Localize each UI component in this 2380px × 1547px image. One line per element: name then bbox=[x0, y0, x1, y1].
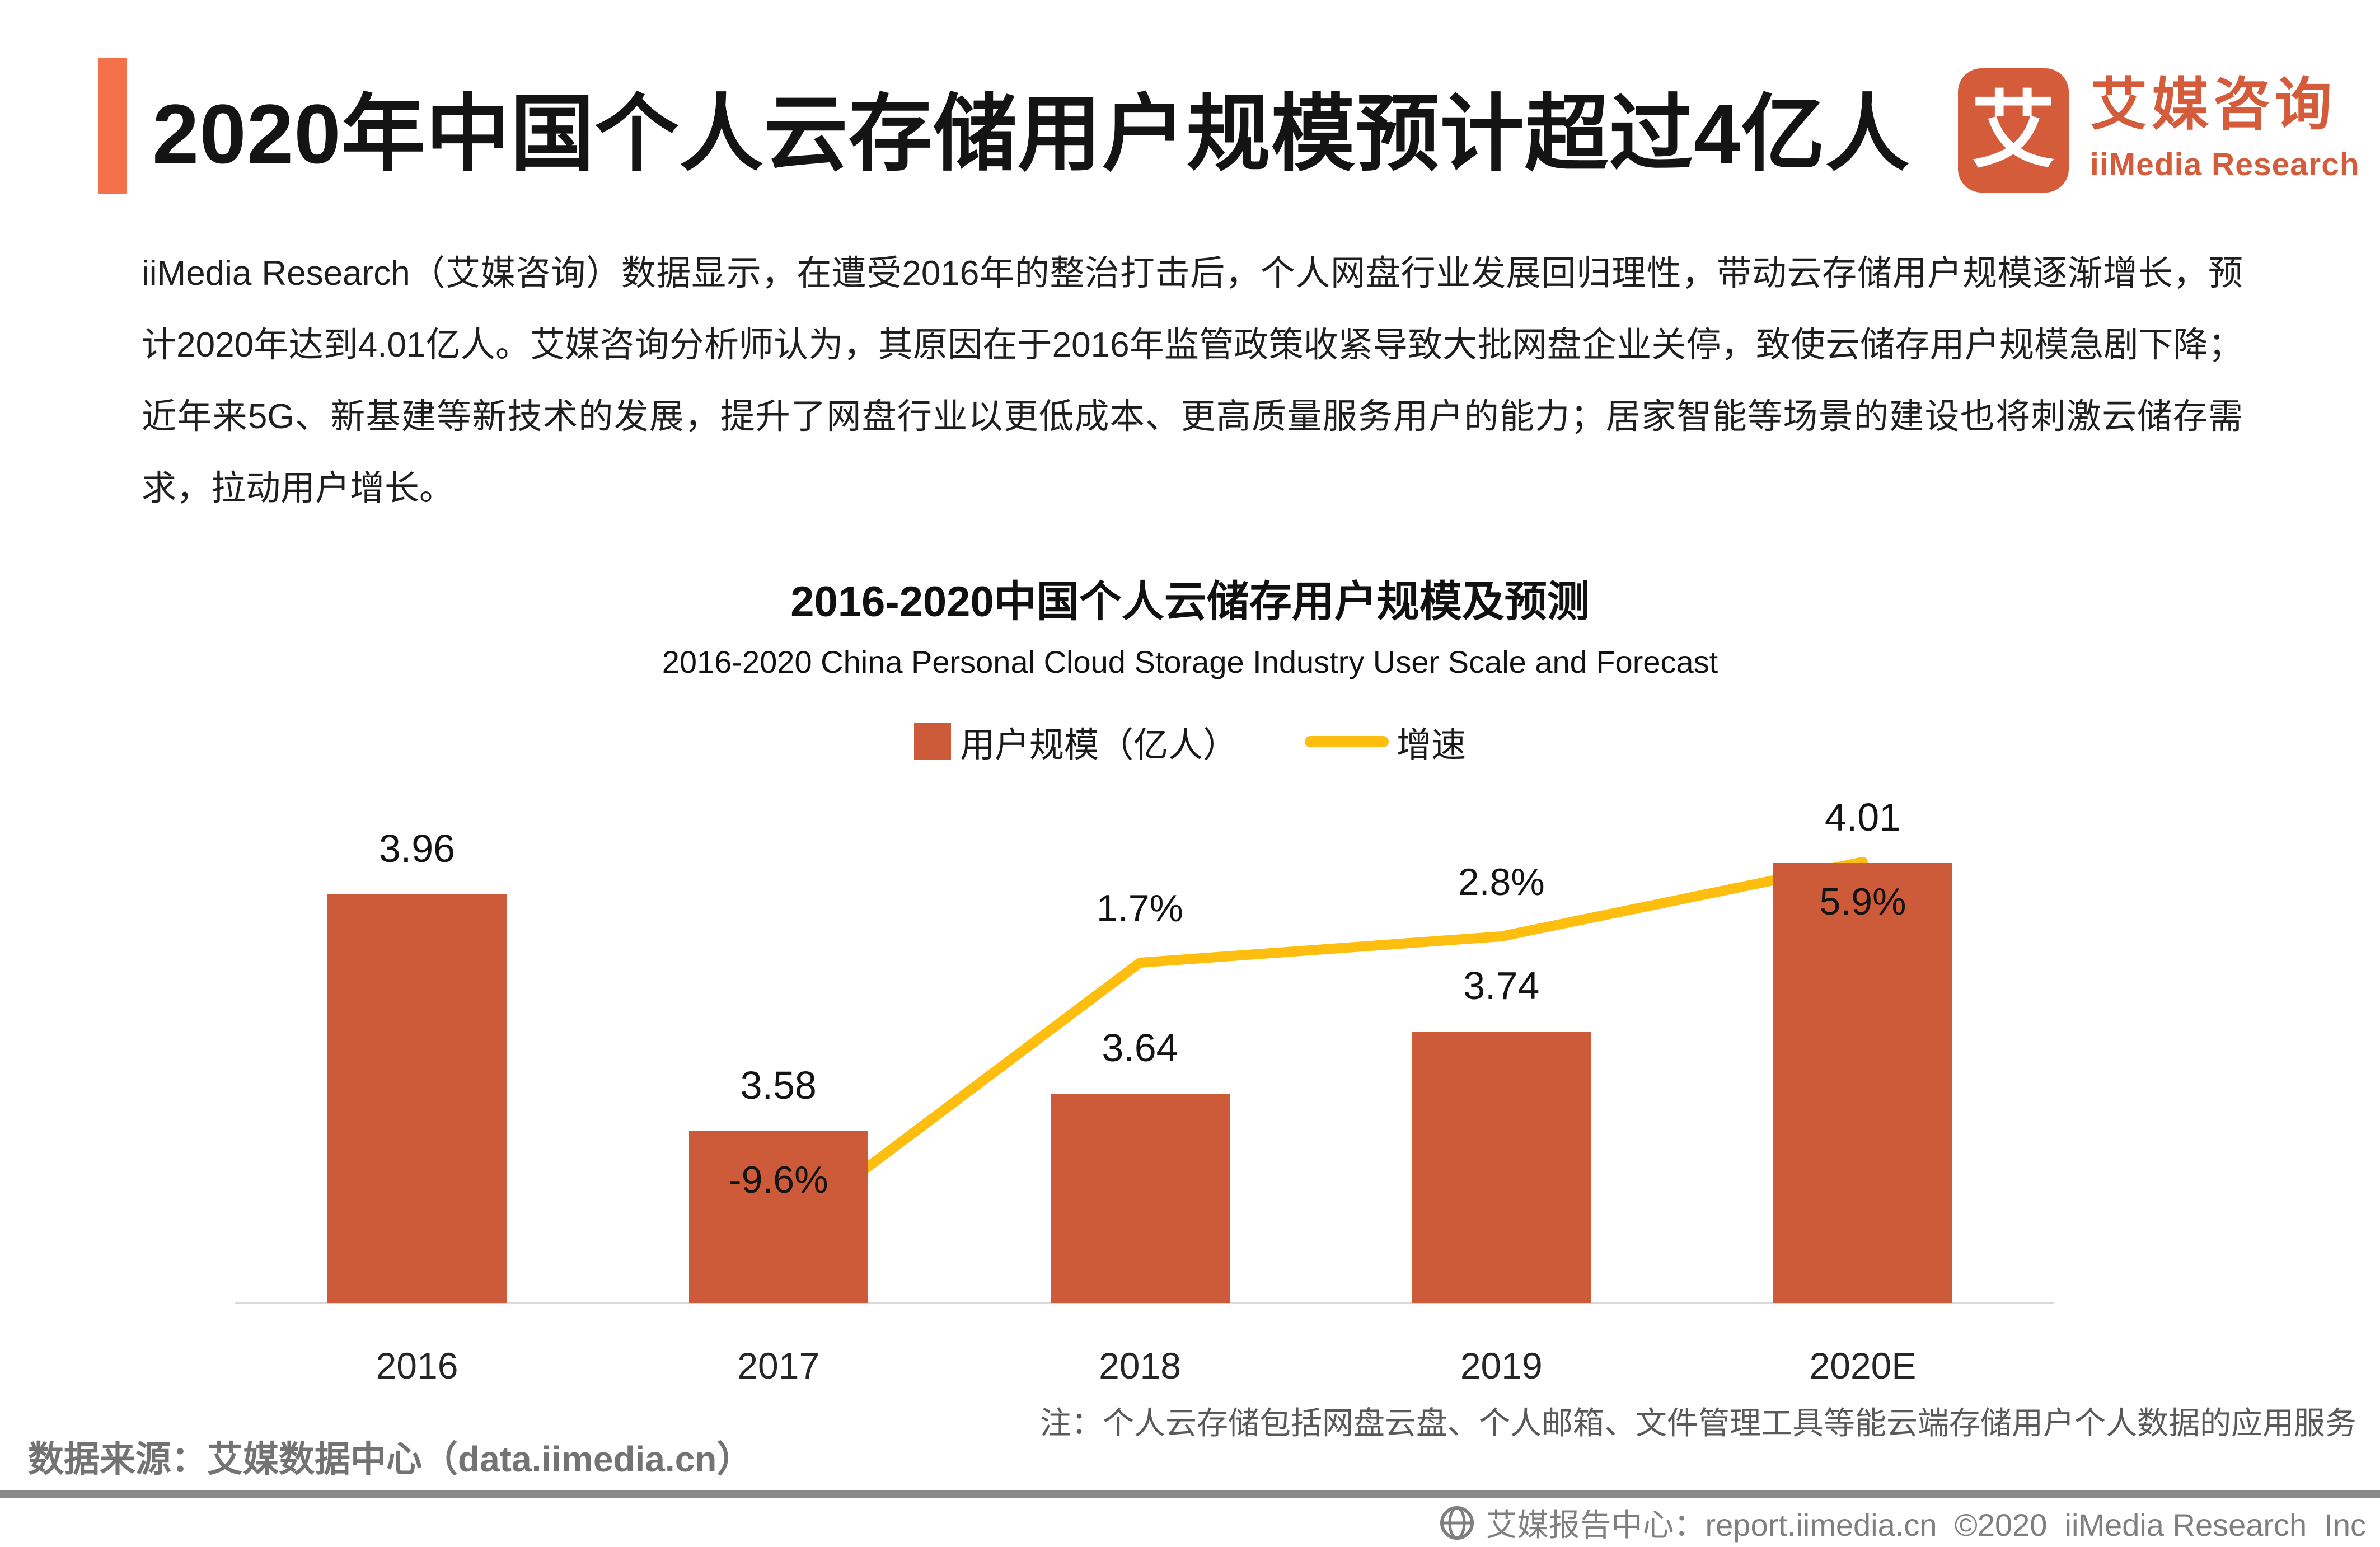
x-axis-label: 2016 bbox=[376, 1345, 458, 1386]
bar-2019 bbox=[1412, 1032, 1591, 1303]
legend-bar-swatch bbox=[913, 723, 951, 760]
iimedia-logo: 艾 艾媒咨询 iiMedia Research bbox=[1958, 68, 2360, 193]
growth-label: 2.8% bbox=[1458, 861, 1545, 903]
title-accent-bar bbox=[98, 58, 127, 194]
growth-label: 1.7% bbox=[1097, 887, 1183, 930]
chart-subtitle: 2016-2020 China Personal Cloud Storage I… bbox=[662, 644, 1718, 679]
bar-2016 bbox=[327, 894, 507, 1303]
bar-2018 bbox=[1050, 1094, 1230, 1303]
x-axis-label: 2020E bbox=[1809, 1345, 1917, 1386]
bar-value-label: 3.58 bbox=[740, 1063, 817, 1107]
growth-label: 5.9% bbox=[1819, 880, 1906, 923]
chart-title: 2016-2020中国个人云储存用户规模及预测 bbox=[790, 578, 1590, 626]
chart-legend: 用户规模（亿人） 增速 bbox=[0, 716, 2380, 767]
footer-text: 艾媒报告中心：report.iimedia.cn ©2020 iiMedia R… bbox=[1486, 1507, 2366, 1543]
legend-bar-label: 用户规模（亿人） bbox=[959, 726, 1238, 765]
page-title: 2020年中国个人云存储用户规模预计超过4亿人 bbox=[152, 87, 1910, 181]
brand-name-cn: 艾媒咨询 bbox=[2090, 73, 2336, 137]
bar-value-label: 3.74 bbox=[1463, 964, 1540, 1007]
bar-2017 bbox=[688, 1131, 868, 1303]
iimedia-logo-icon: 艾 bbox=[1958, 68, 2069, 193]
logo-text: 艾媒咨询 iiMedia Research bbox=[2090, 68, 2360, 181]
footer-divider-bar bbox=[0, 1490, 2380, 1498]
data-source: 数据来源：艾媒数据中心（data.iimedia.cn） bbox=[28, 1439, 753, 1479]
legend-line-label: 增速 bbox=[1397, 726, 1467, 765]
chart-footnote: 注：个人云存储包括网盘云盘、个人邮箱、文件管理工具等能云端存储用户个人数据的应用… bbox=[1040, 1405, 2356, 1441]
bar-value-label: 3.64 bbox=[1102, 1026, 1178, 1070]
x-axis-label: 2019 bbox=[1460, 1345, 1543, 1386]
legend-line-swatch bbox=[1305, 736, 1389, 747]
x-axis-line bbox=[235, 1302, 2054, 1304]
globe-icon bbox=[1440, 1506, 1474, 1540]
intro-paragraph: iiMedia Research（艾媒咨询）数据显示，在遭受2016年的整治打击… bbox=[142, 254, 2243, 508]
x-axis-label: 2018 bbox=[1099, 1345, 1181, 1386]
logo-glyph: 艾 bbox=[1971, 83, 2055, 177]
bar-2020E bbox=[1773, 863, 1952, 1303]
bar-value-label: 4.01 bbox=[1824, 795, 1901, 839]
growth-line bbox=[773, 857, 1868, 1239]
x-axis-label: 2017 bbox=[737, 1345, 820, 1386]
brand-name-en: iiMedia Research bbox=[2090, 147, 2360, 182]
growth-label: -9.6% bbox=[728, 1159, 828, 1201]
footer: 艾媒报告中心：report.iimedia.cn ©2020 iiMedia R… bbox=[0, 1500, 2366, 1545]
bar-value-label: 3.96 bbox=[378, 827, 456, 870]
